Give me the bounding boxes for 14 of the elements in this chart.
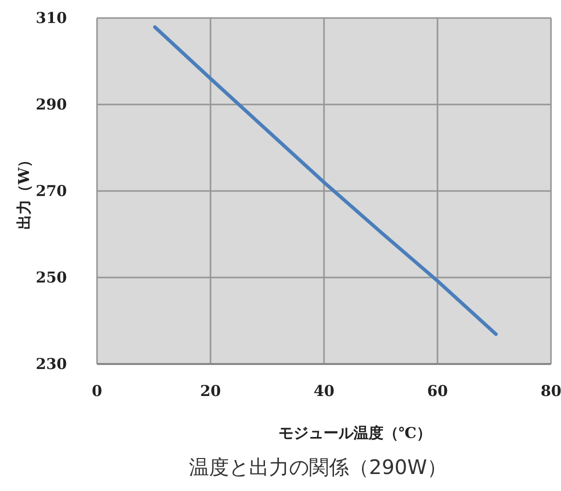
- y-tick-label: 230: [36, 355, 67, 373]
- y-tick-label: 290: [36, 96, 67, 114]
- x-tick-label: 0: [92, 382, 102, 400]
- x-tick-label: 20: [200, 382, 221, 400]
- text: 温度と出力の関係（290W）: [189, 455, 447, 479]
- x-tick-label: 80: [540, 382, 561, 400]
- y-tick-label: 310: [36, 9, 67, 27]
- x-tick-label: 40: [314, 382, 334, 400]
- y-tick-label: 250: [36, 268, 67, 286]
- y-tick-label: 270: [36, 182, 67, 200]
- line-series: [153, 25, 498, 336]
- x-tick-label: 60: [427, 382, 448, 400]
- x-axis-title: モジュール温度（℃）: [278, 424, 432, 442]
- y-axis-title: 出力（W）: [15, 152, 33, 230]
